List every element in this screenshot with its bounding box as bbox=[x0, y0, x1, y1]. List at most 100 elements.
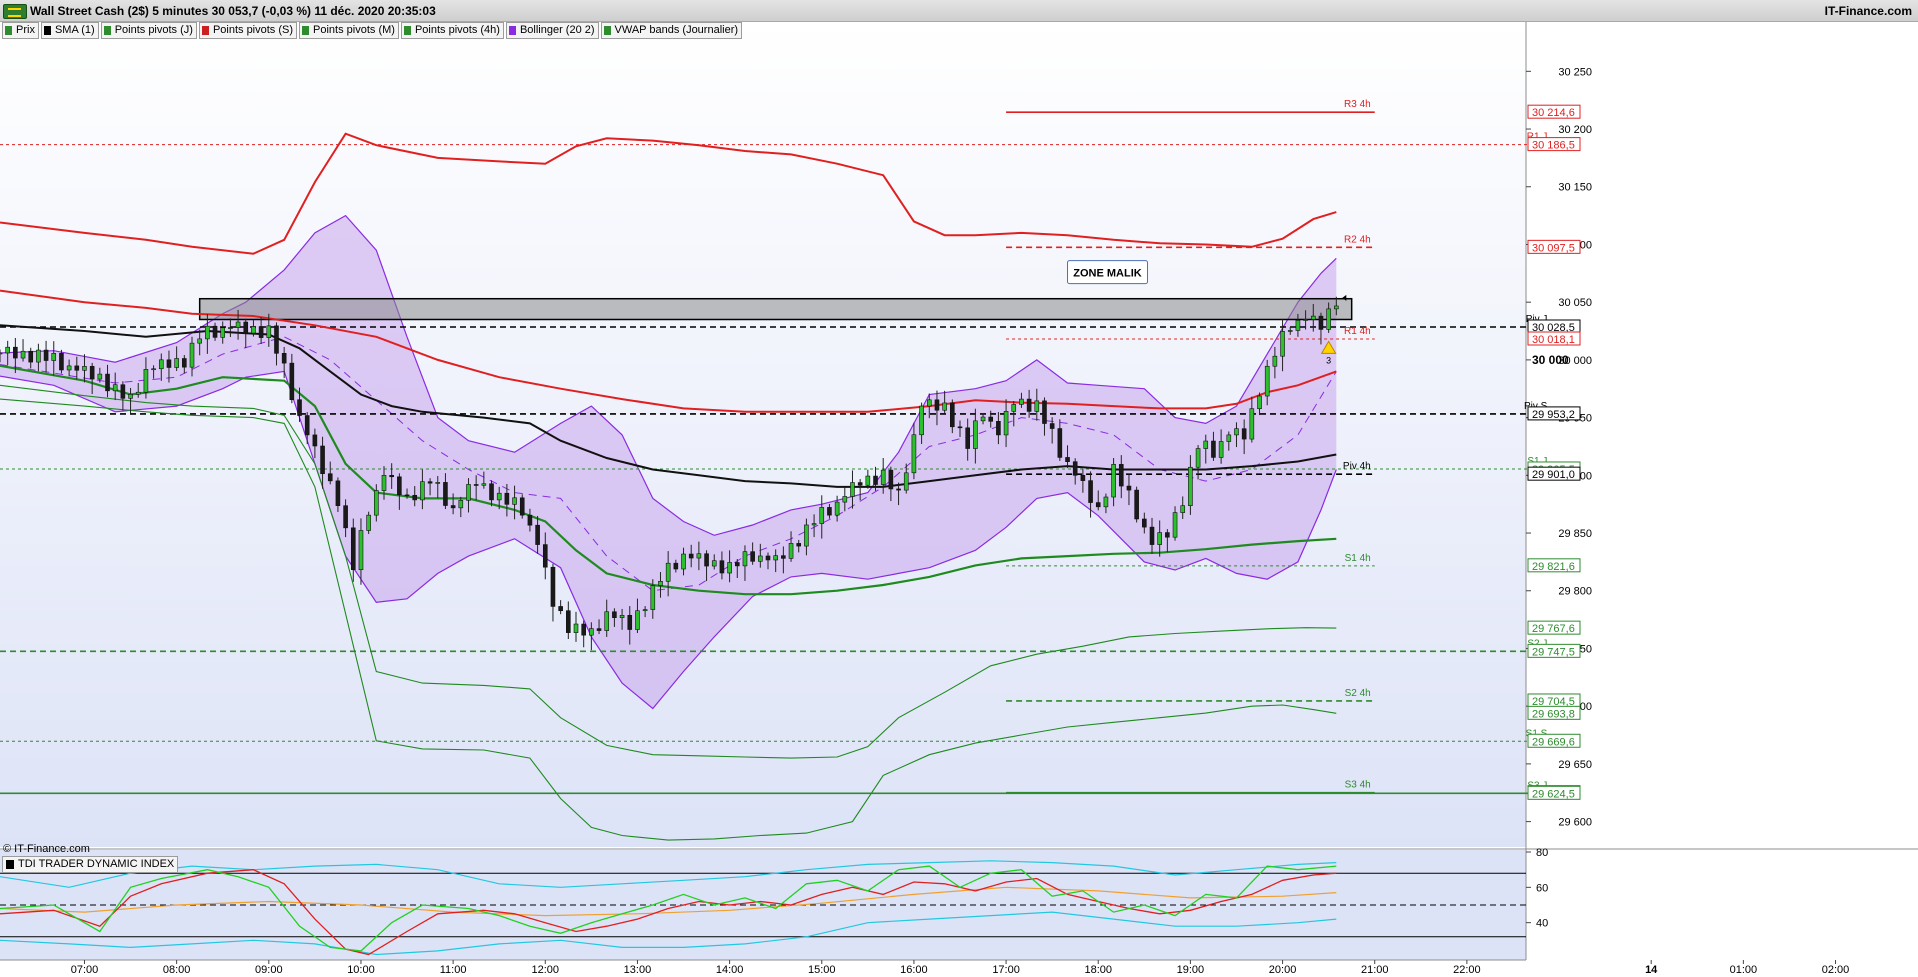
candle-body bbox=[235, 321, 241, 328]
price-level-label: 29 767,6 bbox=[1532, 623, 1575, 635]
candle-body bbox=[1287, 330, 1293, 332]
x-tick-label: 07:00 bbox=[71, 964, 99, 976]
candle-body bbox=[834, 501, 840, 516]
candle-body bbox=[274, 325, 279, 354]
candle-body bbox=[926, 399, 932, 407]
candle-body bbox=[358, 530, 364, 571]
x-tick-label: 16:00 bbox=[900, 964, 928, 976]
legend-item[interactable]: Points pivots (4h) bbox=[400, 22, 504, 39]
candle-body bbox=[489, 483, 494, 501]
candle-body bbox=[397, 476, 402, 496]
price-level-box bbox=[1527, 239, 1581, 254]
price-level-label: 29 669,6 bbox=[1532, 736, 1575, 748]
candle-body bbox=[458, 500, 464, 509]
candle-body bbox=[919, 405, 924, 436]
price-level-label: 30 018,1 bbox=[1532, 334, 1575, 346]
vwap-upper2-line bbox=[0, 132, 1337, 255]
pivot-label: R1 4h bbox=[1344, 326, 1371, 337]
price-level-box bbox=[1527, 785, 1581, 800]
candle-body bbox=[612, 611, 617, 618]
candle-body bbox=[1203, 440, 1209, 449]
candle-body bbox=[627, 614, 633, 630]
legend-item[interactable]: Bollinger (20 2) bbox=[505, 22, 599, 39]
candle-body bbox=[143, 369, 149, 393]
candle-body bbox=[1111, 464, 1116, 498]
candle-body bbox=[97, 373, 103, 380]
candle-body bbox=[504, 492, 510, 505]
candle-body bbox=[43, 349, 49, 361]
candle-body bbox=[1080, 475, 1086, 481]
legend-color-swatch bbox=[403, 26, 411, 35]
pivot-label: Piv 4h bbox=[1343, 461, 1371, 472]
price-level-label: 29 901,0 bbox=[1532, 469, 1575, 481]
candle-body bbox=[212, 325, 218, 338]
candle-body bbox=[1142, 518, 1147, 528]
legend-color-swatch bbox=[43, 26, 51, 35]
y-tick-label: 29 850 bbox=[1558, 528, 1592, 540]
candle-body bbox=[28, 350, 34, 363]
candle-body bbox=[1149, 526, 1155, 545]
candle-body bbox=[996, 420, 1001, 436]
legend-item[interactable]: SMA (1) bbox=[40, 22, 99, 39]
candle-body bbox=[412, 494, 418, 501]
candle-body bbox=[857, 482, 863, 486]
candle-body bbox=[642, 609, 648, 612]
price-level-box bbox=[1527, 733, 1581, 748]
legend-item[interactable]: Points pivots (J) bbox=[100, 22, 197, 39]
y-tick-label: 30 000 bbox=[1558, 355, 1592, 367]
candle-body bbox=[527, 514, 533, 526]
annotation-box bbox=[1067, 260, 1149, 285]
candle-body bbox=[205, 325, 210, 340]
price-level-box bbox=[1527, 705, 1581, 720]
candle-body bbox=[619, 614, 625, 618]
candle-body bbox=[635, 610, 640, 630]
candle-body bbox=[266, 325, 272, 338]
title-bar: Wall Street Cash (2$) 5 minutes 30 053,7… bbox=[0, 0, 1918, 22]
candle-body bbox=[711, 560, 717, 567]
last-price-marker bbox=[1342, 294, 1347, 301]
candle-body bbox=[758, 555, 763, 562]
x-tick-label: 14 bbox=[1645, 964, 1658, 976]
candle-body bbox=[1134, 489, 1139, 520]
candle-body bbox=[942, 402, 947, 411]
candle-body bbox=[1026, 398, 1032, 412]
candle-body bbox=[1019, 398, 1024, 405]
candle-body bbox=[197, 338, 202, 344]
candle-body bbox=[158, 359, 164, 370]
candle-body bbox=[688, 553, 694, 559]
candle-body bbox=[1195, 448, 1201, 468]
time-axis-area bbox=[0, 960, 1918, 977]
candle-body bbox=[166, 359, 172, 368]
legend-item[interactable]: Prix bbox=[2, 22, 39, 39]
pivot-label: S2 4h bbox=[1345, 688, 1371, 699]
tdi-color-swatch bbox=[6, 860, 14, 869]
tdi-panel-title[interactable]: TDI TRADER DYNAMIC INDEX bbox=[2, 856, 179, 873]
candle-body bbox=[819, 507, 825, 524]
candle-body bbox=[573, 623, 579, 633]
candle-body bbox=[1280, 331, 1285, 357]
candle-body bbox=[251, 326, 256, 334]
candle-body bbox=[796, 543, 802, 547]
candle-body bbox=[1172, 512, 1178, 538]
candle-body bbox=[1003, 411, 1009, 436]
legend-label: SMA (1) bbox=[54, 24, 95, 36]
candle-body bbox=[320, 445, 325, 475]
legend-color-swatch bbox=[508, 26, 516, 35]
candle-body bbox=[596, 628, 602, 631]
candle-body bbox=[696, 553, 702, 559]
candle-body bbox=[89, 366, 95, 380]
candle-body bbox=[734, 562, 740, 567]
tdi-y-tick-label: 60 bbox=[1536, 882, 1548, 894]
legend-item[interactable]: VWAP bands (Journalier) bbox=[600, 22, 743, 39]
legend-item[interactable]: Points pivots (M) bbox=[299, 22, 399, 39]
tdi-upper-band bbox=[0, 860, 1337, 888]
x-tick-label: 20:00 bbox=[1269, 964, 1297, 976]
legend-item[interactable]: Points pivots (S) bbox=[198, 22, 298, 39]
price-level-box bbox=[1527, 406, 1581, 421]
candle-body bbox=[550, 566, 556, 607]
candle-body bbox=[1126, 485, 1132, 491]
brand-name: IT-Finance.com bbox=[1824, 4, 1912, 18]
candle-body bbox=[896, 488, 901, 491]
candle-body bbox=[788, 543, 794, 559]
